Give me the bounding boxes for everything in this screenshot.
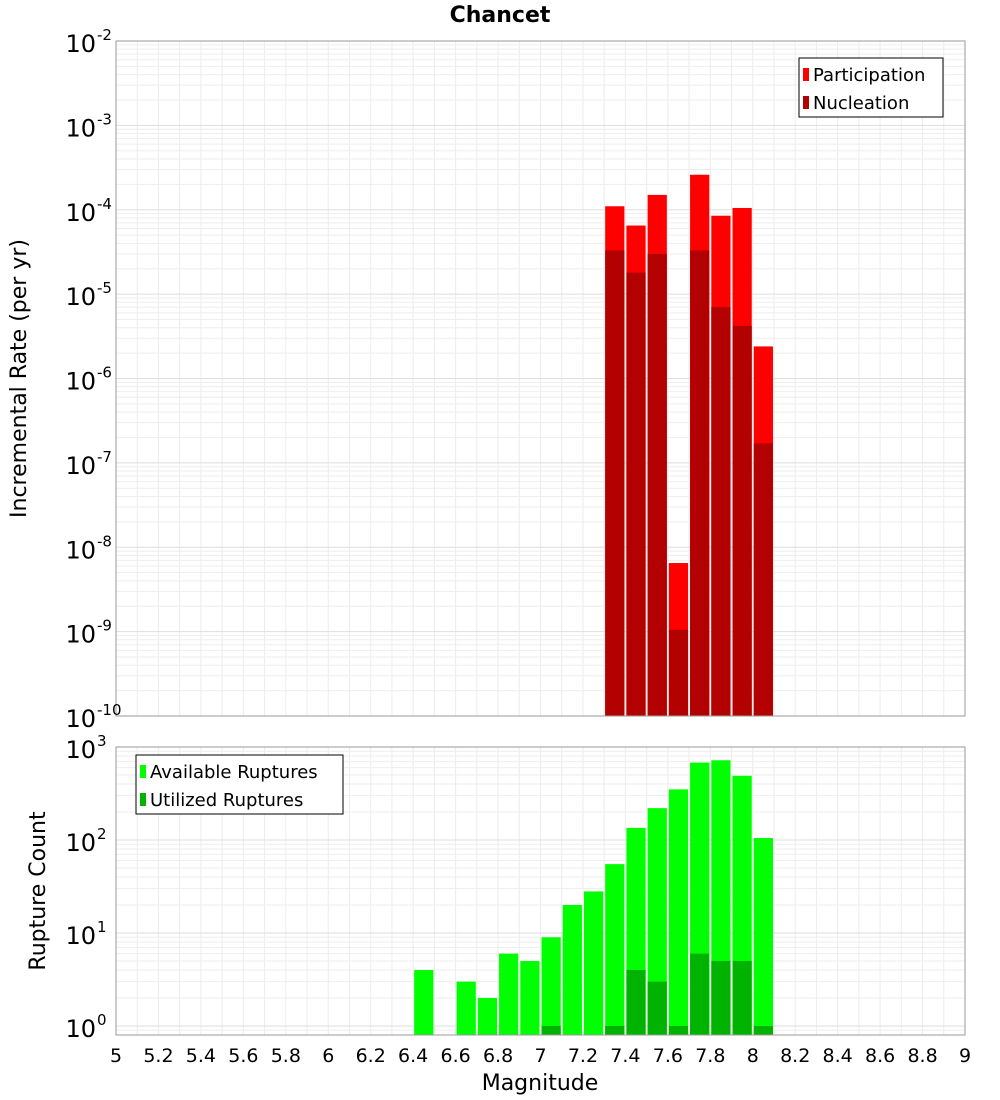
legend-box <box>135 754 344 815</box>
rate-bar-nucleation <box>668 629 689 716</box>
y-tick-label: 10 <box>65 283 96 311</box>
count-bar-available-ruptures <box>456 981 476 1035</box>
x-tick-label: 7.6 <box>653 1045 683 1067</box>
rate-bar-nucleation <box>647 253 667 716</box>
x-tick-label: 5.2 <box>143 1045 173 1067</box>
legend-label: Available Ruptures <box>150 762 318 783</box>
x-tick-label: 6.6 <box>440 1045 470 1067</box>
y-axis-title: Rupture Count <box>26 811 51 971</box>
y-tick-label: 10 <box>65 621 96 649</box>
x-tick-label: 6.2 <box>356 1045 386 1067</box>
count-bar-available-ruptures <box>499 953 519 1035</box>
legend: Participation Nucleation <box>798 57 944 118</box>
count-bar-available-ruptures <box>414 969 434 1035</box>
plot-frame <box>115 40 966 717</box>
legend-swatch <box>803 96 809 109</box>
x-tick-label: 6.4 <box>398 1045 428 1067</box>
x-tick-label: 7.2 <box>568 1045 598 1067</box>
legend-label: Participation <box>813 65 925 86</box>
y-tick-exponent: -9 <box>97 617 112 635</box>
y-tick-exponent: -2 <box>97 26 112 44</box>
y-tick-exponent: -8 <box>97 532 112 550</box>
count-bar-available-ruptures <box>520 960 540 1035</box>
x-axis-title: Magnitude <box>482 1071 599 1096</box>
count-bar-available-ruptures <box>562 904 582 1035</box>
plot-frame <box>115 746 966 1036</box>
x-tick-label: 5.4 <box>186 1045 216 1067</box>
x-tick-label: 8.8 <box>907 1045 937 1067</box>
y-tick-exponent: -5 <box>97 279 112 297</box>
x-tick-label: 7.4 <box>610 1045 640 1067</box>
x-tick-label: 6.8 <box>483 1045 513 1067</box>
rate-bar-nucleation <box>626 272 646 716</box>
rate-bar-nucleation <box>711 307 731 716</box>
count-bar-available-ruptures <box>583 891 604 1035</box>
legend-swatch <box>140 765 146 778</box>
count-bar-utilized-ruptures <box>647 981 667 1035</box>
y-tick-exponent: 2 <box>97 825 107 843</box>
rate-bar-nucleation <box>605 250 625 717</box>
y-tick-exponent: -6 <box>97 364 112 382</box>
y-tick-exponent: 3 <box>97 732 107 750</box>
x-tick-label: 8 <box>747 1045 759 1067</box>
legend-swatch <box>140 793 146 806</box>
rate-bar-nucleation <box>690 250 710 717</box>
count-bar-utilized-ruptures <box>732 960 752 1035</box>
count-bar-available-ruptures <box>477 997 498 1035</box>
legend-swatch <box>803 68 809 81</box>
count-bar-available-ruptures <box>753 838 773 1035</box>
y-tick-label: 10 <box>65 199 96 227</box>
legend: Available Ruptures Utilized Ruptures <box>135 754 344 815</box>
x-tick-label: 9 <box>959 1045 971 1067</box>
chart-title: Chancet <box>450 3 551 28</box>
y-tick-label: 10 <box>65 829 96 857</box>
legend-label: Nucleation <box>813 93 909 114</box>
count-bar-available-ruptures <box>605 864 625 1035</box>
y-tick-label: 10 <box>65 922 96 950</box>
rate-bar-nucleation <box>753 443 773 716</box>
rate-bar-nucleation <box>732 325 752 716</box>
legend-label: Utilized Ruptures <box>150 790 303 811</box>
x-tick-label: 7 <box>534 1045 546 1067</box>
y-tick-label: 10 <box>65 368 96 396</box>
x-tick-label: 8.2 <box>780 1045 810 1067</box>
y-tick-exponent: -7 <box>97 448 112 466</box>
x-tick-label: 5 <box>110 1045 122 1067</box>
count-bar-utilized-ruptures <box>626 969 646 1035</box>
count-bar-available-ruptures <box>541 937 561 1035</box>
count-bar-available-ruptures <box>668 789 689 1035</box>
y-tick-exponent: -4 <box>97 195 112 213</box>
y-tick-label: 10 <box>65 736 96 764</box>
x-tick-label: 8.4 <box>823 1045 853 1067</box>
y-tick-label: 10 <box>65 452 96 480</box>
count-bar-utilized-ruptures <box>668 1025 689 1035</box>
y-tick-exponent: -10 <box>97 701 122 719</box>
count-bar-utilized-ruptures <box>541 1025 561 1035</box>
y-tick-label: 10 <box>65 705 96 733</box>
x-axis-ticks: 5 5.2 5.4 5.6 5.8 6 6.2 6.4 6.6 6.8 7 7.2 7.4 7.6 7.8 8… <box>110 1045 971 1067</box>
count-bar-available-ruptures <box>647 808 667 1035</box>
y-tick-exponent: -3 <box>97 110 112 128</box>
x-tick-label: 5.8 <box>271 1045 301 1067</box>
x-tick-label: 7.8 <box>695 1045 725 1067</box>
count-bar-utilized-ruptures <box>711 960 731 1035</box>
count-bar-utilized-ruptures <box>605 1025 625 1035</box>
count-bar-utilized-ruptures <box>753 1025 773 1035</box>
count-bar-utilized-ruptures <box>690 953 710 1035</box>
y-axis-title: Incremental Rate (per yr) <box>7 239 32 518</box>
x-tick-label: 5.6 <box>228 1045 258 1067</box>
legend-box <box>798 57 944 118</box>
y-tick-exponent: 1 <box>97 918 107 936</box>
y-tick-label: 10 <box>65 536 96 564</box>
y-tick-exponent: 0 <box>97 1011 107 1029</box>
y-tick-label: 10 <box>65 114 96 142</box>
y-tick-label: 10 <box>65 1015 96 1043</box>
x-tick-label: 8.6 <box>865 1045 895 1067</box>
x-tick-label: 6 <box>322 1045 334 1067</box>
y-tick-label: 10 <box>65 30 96 58</box>
